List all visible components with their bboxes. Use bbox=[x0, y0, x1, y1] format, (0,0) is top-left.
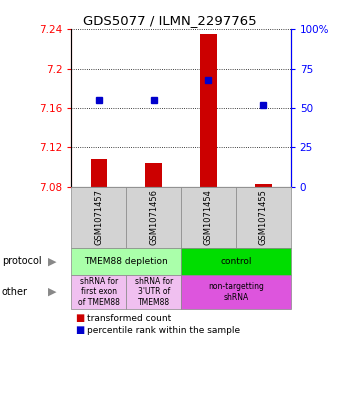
Text: TMEM88 depletion: TMEM88 depletion bbox=[84, 257, 168, 266]
Text: non-targetting
shRNA: non-targetting shRNA bbox=[208, 282, 264, 301]
Text: ■: ■ bbox=[75, 325, 84, 335]
Text: control: control bbox=[220, 257, 252, 266]
Text: GSM1071456: GSM1071456 bbox=[149, 189, 158, 245]
Text: GSM1071455: GSM1071455 bbox=[259, 189, 268, 245]
Text: GSM1071454: GSM1071454 bbox=[204, 189, 213, 245]
Text: ▶: ▶ bbox=[49, 287, 57, 297]
Text: ■: ■ bbox=[75, 313, 84, 323]
Text: transformed count: transformed count bbox=[87, 314, 171, 323]
Text: percentile rank within the sample: percentile rank within the sample bbox=[87, 326, 240, 334]
Text: ▶: ▶ bbox=[49, 256, 57, 266]
Bar bbox=[255, 184, 272, 187]
Text: other: other bbox=[2, 287, 28, 297]
Bar bbox=[146, 163, 162, 187]
Bar bbox=[90, 159, 107, 187]
Text: shRNA for
3'UTR of
TMEM88: shRNA for 3'UTR of TMEM88 bbox=[135, 277, 173, 307]
Text: shRNA for
first exon
of TMEM88: shRNA for first exon of TMEM88 bbox=[78, 277, 120, 307]
Text: GDS5077 / ILMN_2297765: GDS5077 / ILMN_2297765 bbox=[83, 14, 257, 27]
Text: protocol: protocol bbox=[2, 256, 41, 266]
Bar bbox=[200, 35, 217, 187]
Text: GSM1071457: GSM1071457 bbox=[94, 189, 103, 245]
